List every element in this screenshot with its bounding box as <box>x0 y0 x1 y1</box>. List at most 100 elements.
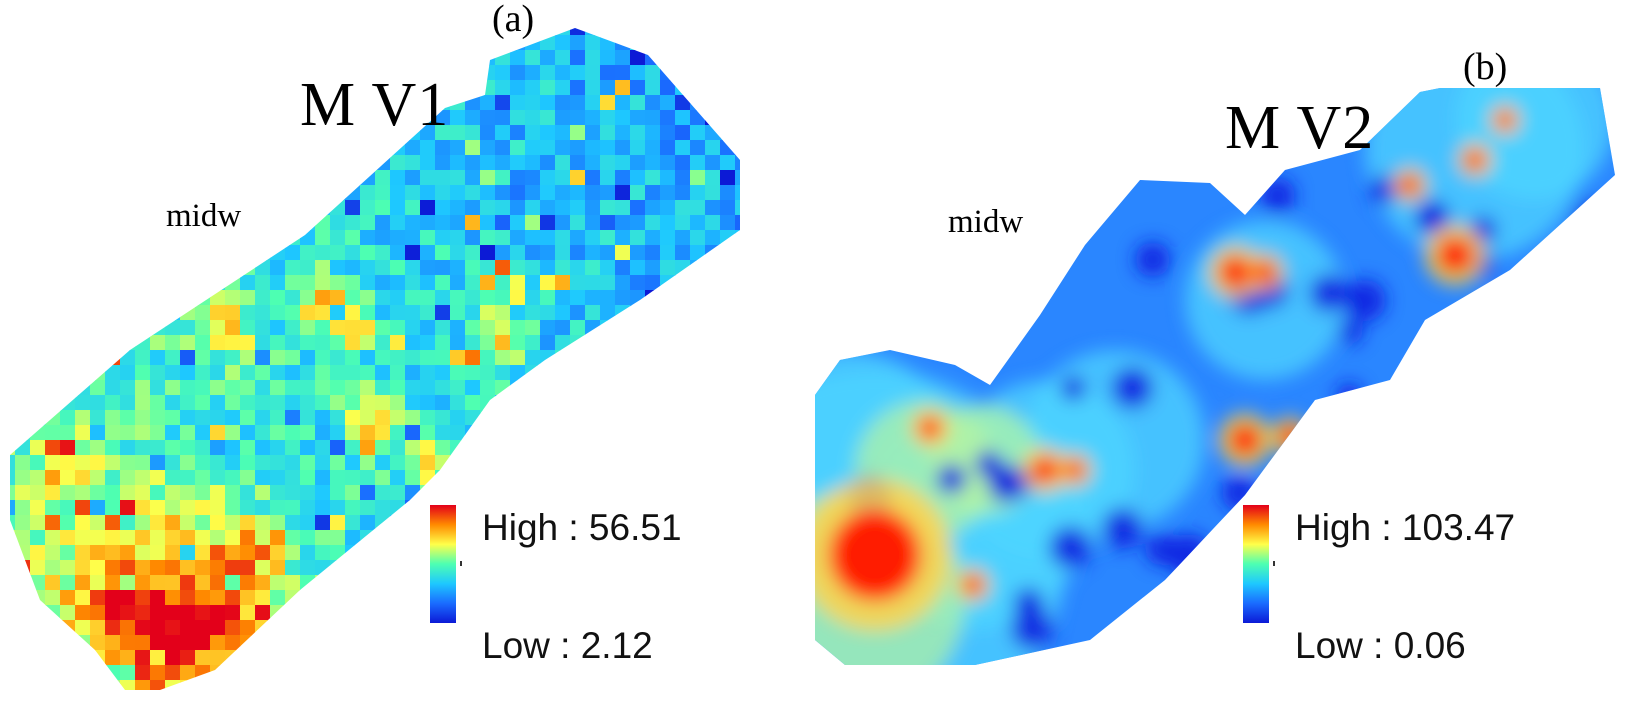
raster-cell <box>60 275 76 291</box>
raster-cell <box>120 425 136 441</box>
raster-cell <box>480 380 496 396</box>
raster-cell <box>510 155 526 171</box>
raster-cell <box>525 65 541 81</box>
raster-cell <box>300 290 316 306</box>
raster-cell <box>645 35 661 51</box>
raster-cell <box>270 215 286 231</box>
raster-cell <box>360 395 376 411</box>
raster-cell <box>525 485 541 501</box>
raster-cell <box>255 380 271 396</box>
raster-cell <box>465 215 481 231</box>
raster-cell <box>660 110 676 126</box>
raster-cell <box>15 140 31 156</box>
raster-cell <box>375 260 391 276</box>
raster-cell <box>540 275 556 291</box>
raster-cell <box>360 380 376 396</box>
raster-cell <box>690 245 706 261</box>
raster-cell <box>360 485 376 501</box>
raster-cell <box>630 215 646 231</box>
raster-cell <box>585 380 601 396</box>
raster-cell <box>390 185 406 201</box>
raster-cell <box>90 125 106 141</box>
raster-cell <box>195 170 211 186</box>
raster-cell <box>570 395 586 411</box>
raster-cell <box>390 590 406 606</box>
raster-cell <box>285 185 301 201</box>
raster-cell <box>255 275 271 291</box>
raster-cell <box>390 425 406 441</box>
raster-cell <box>135 380 151 396</box>
raster-cell <box>495 140 511 156</box>
raster-cell <box>75 65 91 81</box>
raster-cell <box>225 155 241 171</box>
raster-cell <box>510 695 526 711</box>
raster-cell <box>375 28 391 36</box>
raster-cell <box>705 275 721 291</box>
raster-cell <box>240 530 256 546</box>
raster-cell <box>660 50 676 66</box>
raster-cell <box>150 50 166 66</box>
raster-cell <box>165 485 181 501</box>
raster-cell <box>315 665 331 681</box>
raster-cell <box>15 185 31 201</box>
raster-cell <box>165 28 181 36</box>
raster-cell <box>405 515 421 531</box>
raster-cell <box>315 455 331 471</box>
raster-cell <box>720 50 736 66</box>
raster-cell <box>585 410 601 426</box>
raster-cell <box>690 200 706 216</box>
raster-cell <box>660 395 676 411</box>
raster-cell <box>405 575 421 591</box>
raster-cell <box>135 440 151 456</box>
raster-cell <box>60 50 76 66</box>
raster-cell <box>555 80 571 96</box>
raster-cell <box>540 455 556 471</box>
raster-cell <box>540 245 556 261</box>
raster-cell <box>90 65 106 81</box>
raster-cell <box>735 485 740 501</box>
raster-cell <box>615 245 631 261</box>
raster-cell <box>345 440 361 456</box>
raster-cell <box>15 665 31 681</box>
raster-cell <box>300 680 316 690</box>
raster-cell <box>540 65 556 81</box>
raster-cell <box>300 440 316 456</box>
raster-cell <box>285 305 301 321</box>
raster-cell <box>225 365 241 381</box>
raster-cell <box>75 305 91 321</box>
raster-cell <box>750 170 766 186</box>
raster-cell <box>195 140 211 156</box>
raster-cell <box>255 125 271 141</box>
raster-cell <box>75 245 91 261</box>
raster-cell <box>720 455 736 471</box>
raster-cell <box>30 335 46 351</box>
raster-cell <box>75 35 91 51</box>
raster-cell <box>210 635 226 651</box>
low-spot <box>1344 279 1386 322</box>
raster-cell <box>75 560 91 576</box>
raster-cell <box>210 140 226 156</box>
raster-cell <box>645 455 661 471</box>
raster-cell <box>375 50 391 66</box>
raster-cell <box>690 695 706 711</box>
raster-cell <box>525 470 541 486</box>
raster-cell <box>330 215 346 231</box>
raster-cell <box>555 35 571 51</box>
raster-cell <box>645 695 661 711</box>
raster-cell <box>10 575 16 591</box>
raster-cell <box>270 320 286 336</box>
raster-cell <box>150 140 166 156</box>
raster-cell <box>570 200 586 216</box>
raster-cell <box>495 185 511 201</box>
raster-cell <box>690 230 706 246</box>
raster-cell <box>300 35 316 51</box>
raster-cell <box>660 485 676 501</box>
raster-cell <box>210 320 226 336</box>
raster-cell <box>330 140 346 156</box>
raster-cell <box>255 635 271 651</box>
raster-cell <box>30 500 46 516</box>
raster-cell <box>405 320 421 336</box>
raster-cell <box>660 695 676 711</box>
raster-cell <box>630 335 646 351</box>
raster-cell <box>15 110 31 126</box>
